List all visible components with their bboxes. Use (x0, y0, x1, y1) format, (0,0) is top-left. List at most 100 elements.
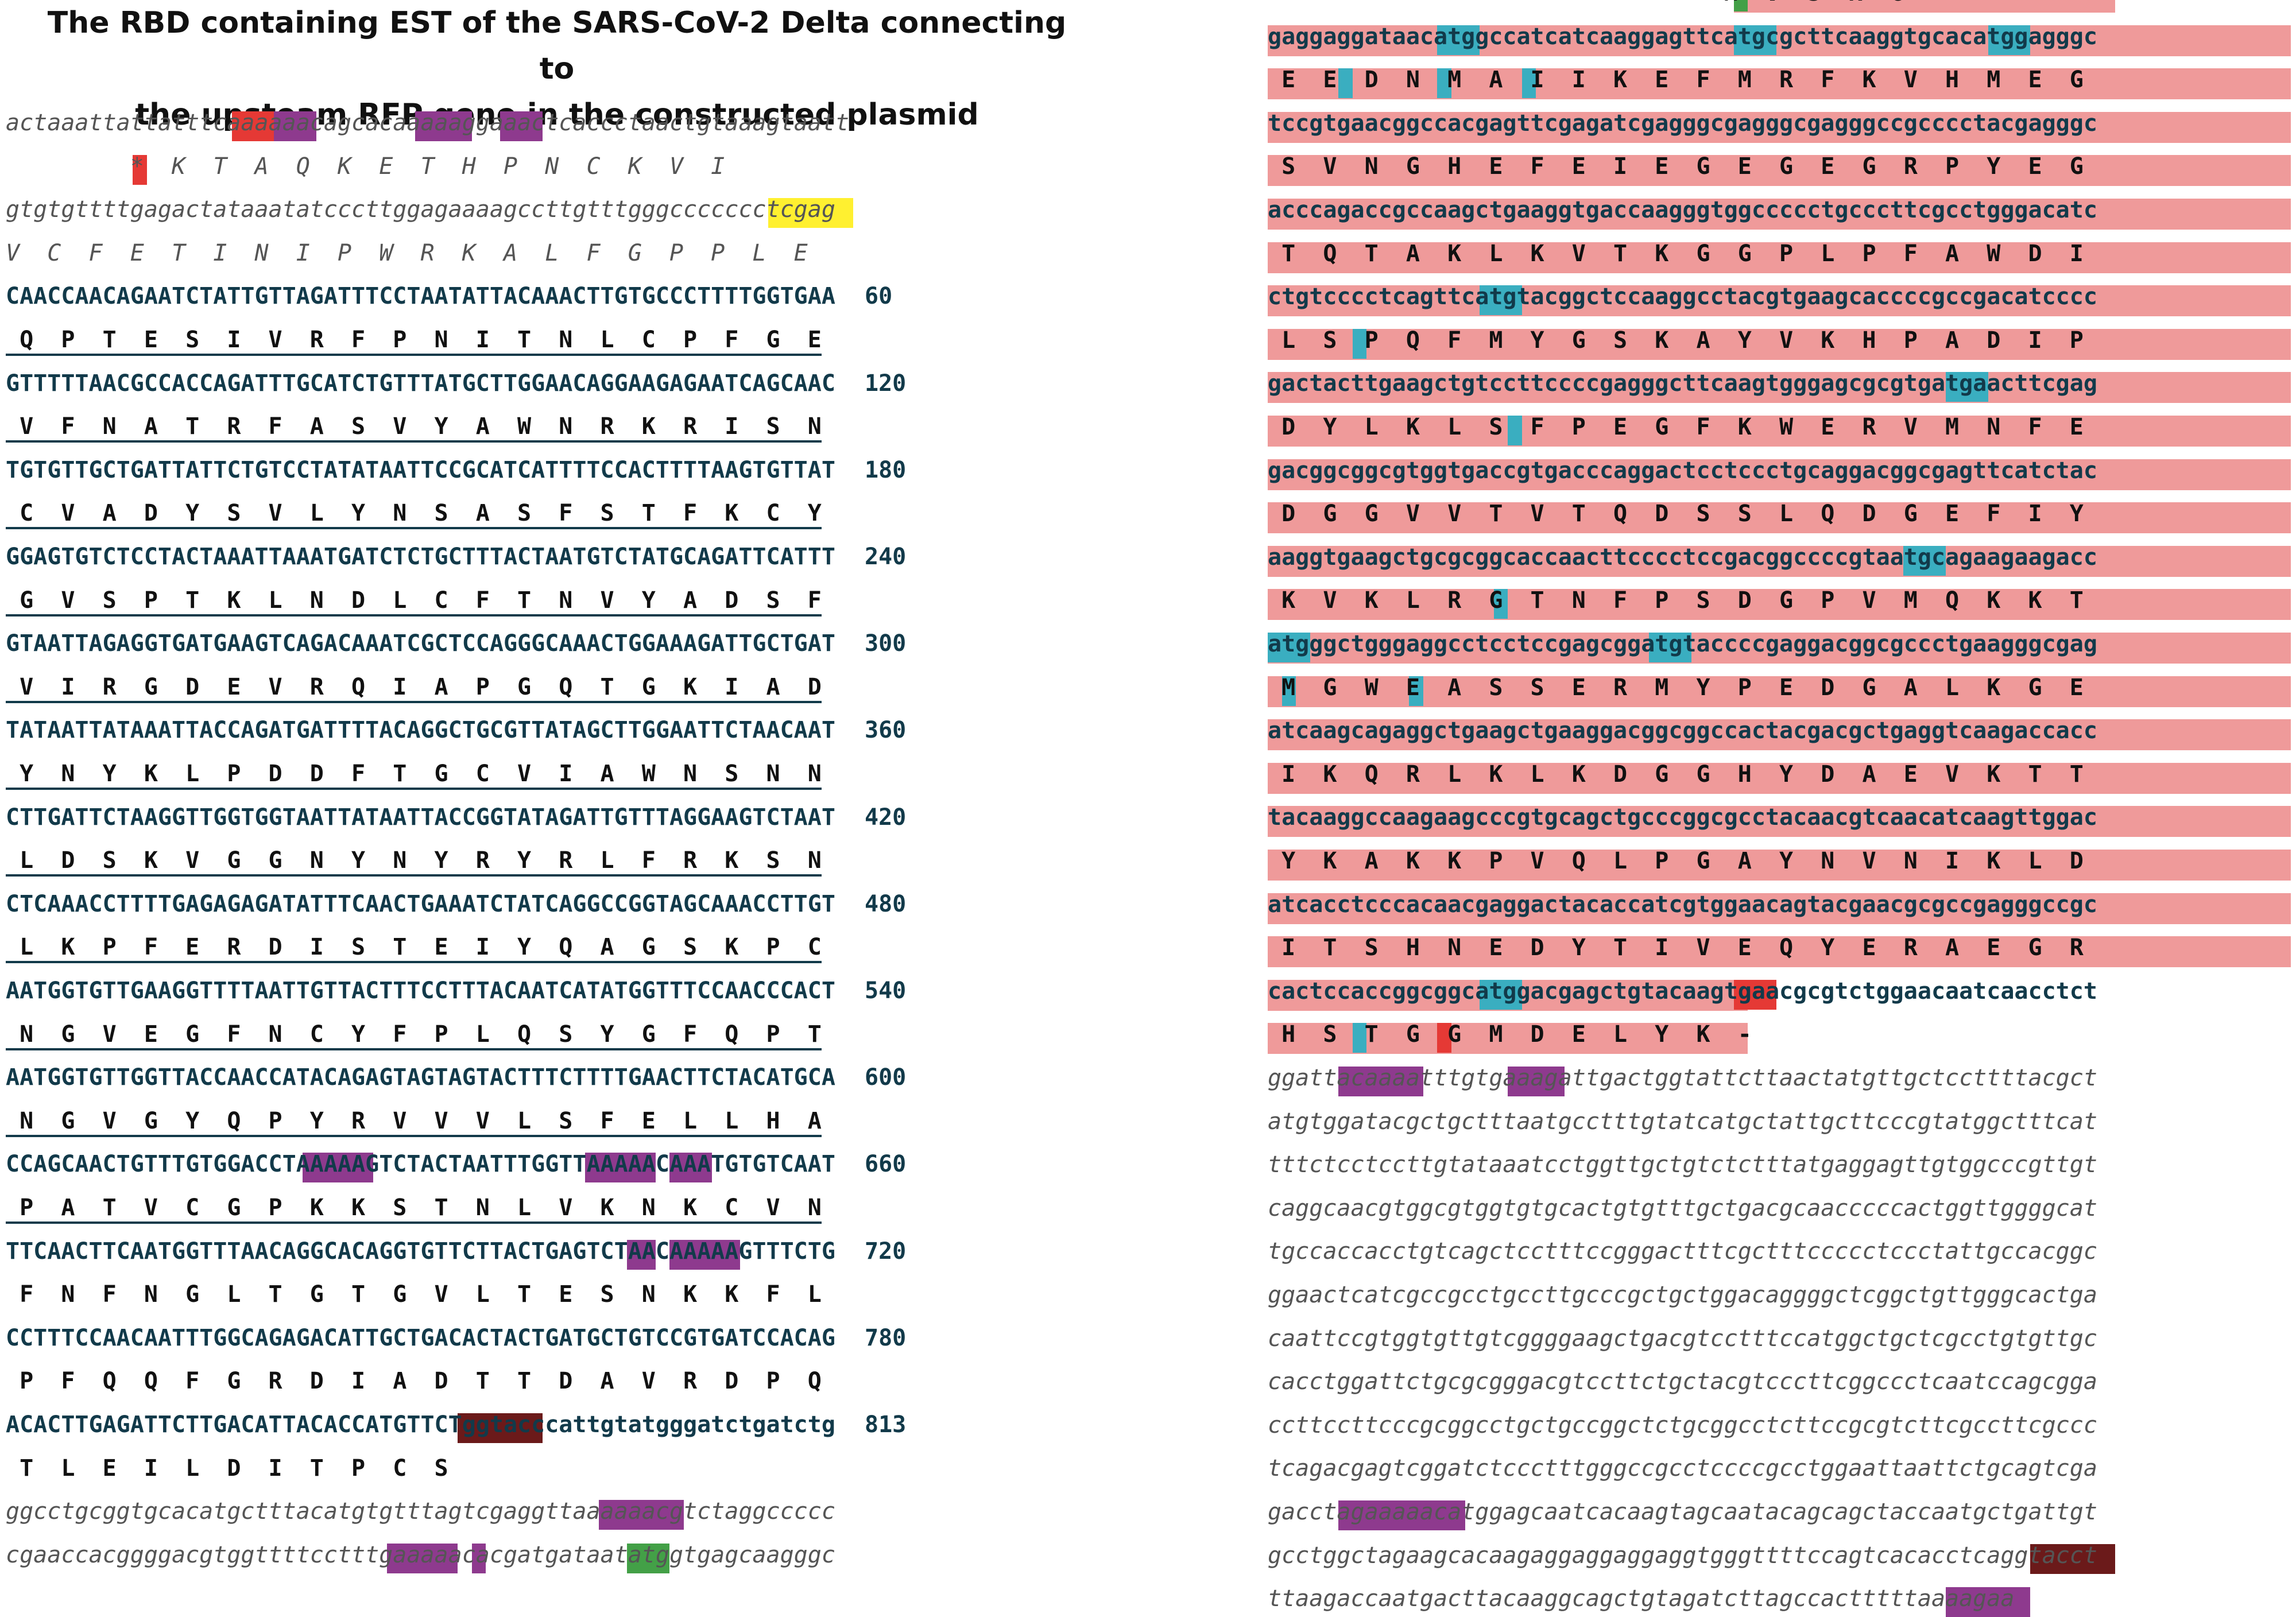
sequence-highlight (768, 198, 853, 228)
sequence-highlight (1733, 979, 1776, 1010)
right-seq-line: gacctagaaaaacatggagcaatcacaagtagcaatacag… (1268, 1499, 2097, 1525)
left-seq-line: gtgtgttttgagactataaatatcccttggagaaaagcct… (6, 196, 835, 223)
sequence-highlight (1733, 25, 1776, 55)
position-number: 813 (865, 1412, 907, 1438)
left-seq-line: N G V E G F N C Y F P L Q S Y G F Q P T (6, 1021, 822, 1050)
right-seq-line: M G W E A S S E R M Y P E D G A L K G E (1268, 674, 2084, 701)
left-seq-line: CAACCAACAGAATCTATTGTTAGATTTCCTAATATTACAA… (6, 283, 835, 310)
sequence-highlight (1437, 1500, 1466, 1530)
rfp-band (1268, 1023, 1748, 1054)
right-seq-line: D Y L K L S F P E G F K W E R V M N F E (1268, 414, 2084, 440)
sequence-highlight (387, 1543, 458, 1573)
right-seq-line: ttaagaccaatgacttacaaggcagctgtagatcttagcc… (1268, 1585, 2015, 1612)
title-line-1: The RBD containing EST of the SARS-CoV-2… (47, 6, 1067, 86)
right-seq-line: Y K A K K P V Q L P G A Y N V N I K L D (1268, 848, 2084, 874)
right-seq-line: caattccgtggtgttgtcggggaagctgacgtcctttcca… (1268, 1325, 2097, 1352)
sequence-highlight (627, 1239, 656, 1270)
right-seq-line: caggcaacgtggcgtggtgtgcactgtgtttgctgacgca… (1268, 1195, 2097, 1222)
rfp-band (1268, 242, 2291, 273)
sequence-highlight (1649, 633, 1691, 662)
rfp-band (1268, 459, 2291, 490)
rfp-band (1268, 372, 2291, 404)
sequence-highlight (1437, 25, 1480, 55)
right-seq-line: K V K L R G T N F P S D G P V M Q K K T (1268, 587, 2084, 614)
left-seq-line: CTCAAACCTTTTGAGAGAGATATTTCAACTGAAATCTATC… (6, 890, 835, 917)
sequence-highlight (1338, 1067, 1367, 1096)
right-seq-line: atcacctcccacaacgaggactacaccatcgtggaacagt… (1268, 891, 2097, 918)
right-seq-line: I K Q R L K L K D G G H Y D A E V K T T (1268, 761, 2084, 788)
sequence-highlight (669, 1239, 741, 1270)
right-seq-line: gaggaggataacatggccatcatcaaggagttcatgcgct… (1268, 23, 2097, 50)
sequence-highlight (1945, 372, 1988, 402)
left-seq-line: ACACTTGAGATTCTTGACATTACACCATGTTCTggtaccc… (6, 1412, 835, 1438)
position-number: 60 (865, 283, 893, 310)
left-seq-line: V C F E T I N I P W R K A L F G P P L E (6, 239, 808, 266)
right-seq-line: I T S H N E D Y T I V E Q Y E R A E G R (1268, 934, 2084, 961)
left-seq-line: ggcctgcggtgcacatgctttacatgtgtttagtcgaggt… (6, 1498, 835, 1525)
right-seq-line: acccagaccgccaagctgaaggtgaccaagggtggccccc… (1268, 197, 2097, 223)
sequence-highlight (1480, 285, 1522, 316)
rfp-band (1268, 633, 2291, 664)
left-seq-line: TGTGTTGCTGATTATTCTGTCCTATATAATTCCGCATCAT… (6, 456, 835, 483)
left-seq-line: C V A D Y S V L Y N S A S F S T F K C Y (6, 499, 822, 530)
position-number: 540 (865, 978, 907, 1004)
left-seq-line: * K T A Q K E T H P N C K V I (6, 153, 725, 180)
sequence-highlight (231, 111, 274, 141)
position-number: 600 (865, 1064, 907, 1091)
sequence-highlight (1480, 979, 1522, 1010)
position-number: 780 (865, 1324, 907, 1351)
sequence-highlight (1352, 328, 1367, 359)
sequence-highlight (1366, 1067, 1423, 1096)
left-seq-line: P A T V C G P K K S T N L V K N K C V N (6, 1194, 822, 1224)
sequence-highlight (500, 111, 543, 141)
rfp-band (1268, 155, 2291, 187)
sequence-highlight (627, 1543, 670, 1573)
sequence-highlight (1352, 1023, 1367, 1053)
right-seq-line: tgccaccacctgtcagctcctttccgggactttcgctttc… (1268, 1238, 2097, 1265)
left-seq-line: CTTGATTCTAAGGTTGGTGGTAATTATAATTACCGGTATA… (6, 804, 835, 831)
left-seq-line: TTCAACTTCAATGGTTTAACAGGCACAGGTGTTCTTACTG… (6, 1238, 835, 1265)
rfp-band (1268, 545, 2291, 577)
left-seq-line: T L E I L D I T P C S (6, 1455, 448, 1482)
right-seq-line: M V S K G (1268, 0, 1904, 7)
sequence-highlight (1903, 545, 1946, 576)
sequence-highlight (1437, 1023, 1451, 1053)
left-seq-line: Q P T E S I V R F P N I T N L C P F G E (6, 326, 822, 356)
left-seq-line: P F Q Q F G R D I A D T T D A V R D P Q (6, 1368, 822, 1395)
position-number: 300 (865, 630, 907, 657)
sequence-highlight (471, 1543, 486, 1573)
sequence-highlight (584, 1153, 656, 1183)
left-seq-line: GGAGTGTCTCCTACTAAATTAAATGATCTCTGCTTTACTA… (6, 544, 835, 570)
rfp-band (1733, 0, 2115, 13)
left-seq-line: V F N A T R F A S V Y A W N R K R I S N (6, 413, 822, 443)
right-seq-line: gcctggctagaagcacaagaggaggaggaggtgggttttc… (1268, 1542, 2097, 1569)
left-seq-line: AATGGTGTTGAAGGTTTTAATTGTTACTTTCCTTTACAAT… (6, 978, 835, 1004)
rfp-band (1268, 199, 2291, 230)
sequence-highlight (133, 154, 147, 185)
position-number: 420 (865, 804, 907, 831)
sequence-highlight (1550, 1067, 1565, 1096)
position-number: 660 (865, 1151, 907, 1178)
rfp-band (1268, 936, 2291, 968)
sequence-highlight (1988, 25, 2031, 55)
left-seq-line: L D S K V G G N Y N Y R Y R L F R K S N (6, 847, 822, 877)
sequence-highlight (1521, 68, 1536, 99)
right-seq-line: gactacttgaagctgtccttccccgagggcttcaagtggg… (1268, 370, 2097, 397)
position-number: 180 (865, 456, 907, 483)
right-seq-line: H S T G G M D E L Y K - (1268, 1021, 1752, 1048)
rfp-band (1268, 676, 2291, 707)
right-seq-line: ctgtcccctcagttcatgtacggctccaaggcctacgtga… (1268, 284, 2097, 311)
rfp-band (1268, 502, 2291, 534)
rfp-band (1268, 762, 2291, 794)
left-seq-line: cgaaccacggggacgtggttttcctttgaaaaacacgatg… (6, 1541, 835, 1568)
rfp-band (1268, 893, 2291, 924)
right-seq-line: E E D N M A I I K E F M R F K V H M E G (1268, 67, 2084, 94)
left-seq-line: G V S P T K L N D L C F T N V Y A D S F (6, 587, 822, 616)
sequence-highlight (1338, 1500, 1367, 1530)
sequence-highlight (669, 1153, 712, 1183)
rfp-band (1268, 850, 2291, 881)
position-number: 360 (865, 717, 907, 744)
left-seq-line: CCTTTCCAACAATTTGGCAGAGACATTGCTGACACTACTG… (6, 1324, 835, 1351)
right-seq-line: tccgtgaacggccacgagttcgagatcgagggcgagggcg… (1268, 110, 2097, 137)
position-number: 720 (865, 1238, 907, 1265)
